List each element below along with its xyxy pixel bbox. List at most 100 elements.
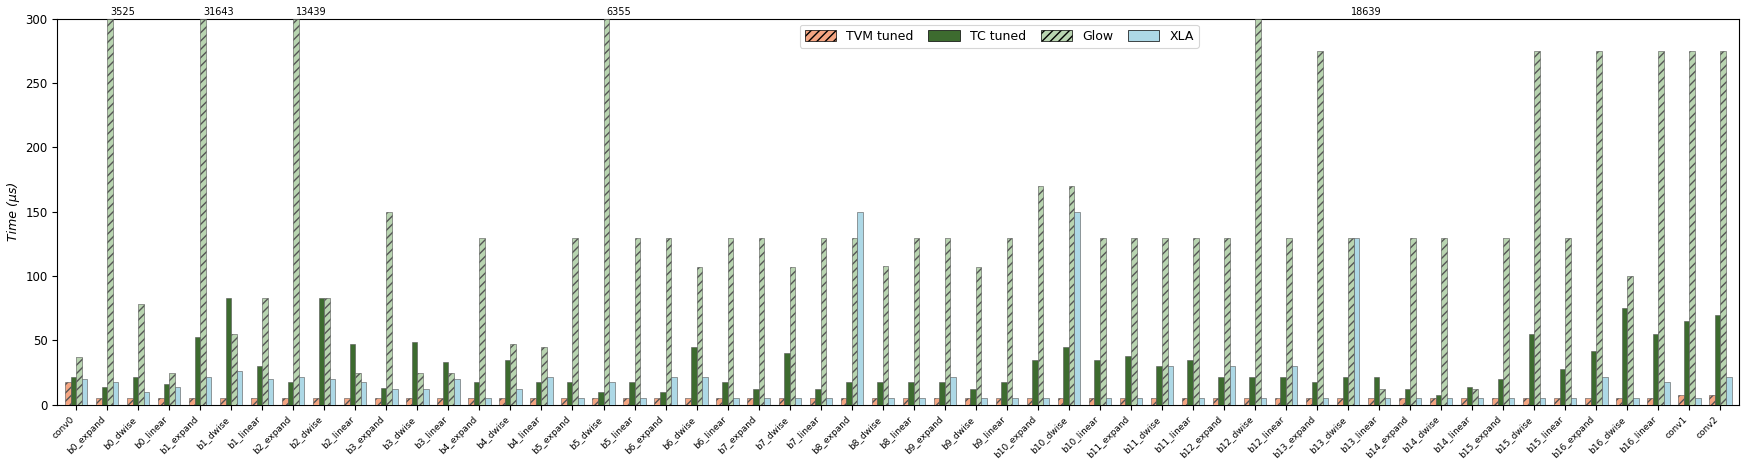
Bar — [1493, 398, 1498, 405]
Bar — [1566, 238, 1571, 405]
Bar — [597, 392, 604, 405]
Bar — [293, 19, 299, 405]
Bar — [747, 398, 753, 405]
Bar — [1323, 398, 1329, 405]
Bar — [194, 337, 201, 405]
Bar — [665, 238, 670, 405]
Bar — [1430, 398, 1435, 405]
Bar — [505, 360, 510, 405]
Bar — [361, 382, 367, 405]
Bar — [82, 379, 87, 405]
Bar — [1440, 238, 1447, 405]
Bar — [1379, 389, 1385, 405]
Bar — [1074, 212, 1081, 405]
Bar — [920, 398, 925, 405]
Bar — [1343, 376, 1348, 405]
Bar — [436, 398, 443, 405]
Bar — [1037, 186, 1044, 405]
Bar — [1224, 238, 1229, 405]
Legend: TVM tuned, TC tuned, Glow, XLA: TVM tuned, TC tuned, Glow, XLA — [800, 25, 1200, 48]
Bar — [1461, 398, 1467, 405]
Bar — [592, 398, 597, 405]
Bar — [945, 238, 950, 405]
Bar — [1032, 360, 1037, 405]
Bar — [1571, 398, 1577, 405]
Bar — [225, 298, 230, 405]
Bar — [578, 398, 583, 405]
Bar — [1374, 376, 1379, 405]
Bar — [138, 304, 143, 405]
Bar — [1385, 398, 1390, 405]
Bar — [1678, 395, 1683, 405]
Bar — [133, 376, 138, 405]
Y-axis label: Time (μs): Time (μs) — [7, 182, 19, 241]
Bar — [1690, 51, 1695, 405]
Bar — [349, 344, 356, 405]
Bar — [1316, 51, 1323, 405]
Bar — [412, 342, 417, 405]
Bar — [702, 376, 707, 405]
Bar — [1337, 398, 1343, 405]
Bar — [127, 398, 133, 405]
Bar — [1306, 398, 1311, 405]
Bar — [1261, 398, 1266, 405]
Bar — [1292, 366, 1297, 405]
Bar — [1467, 387, 1472, 405]
Bar — [220, 398, 225, 405]
Bar — [546, 376, 553, 405]
Bar — [1090, 398, 1095, 405]
Bar — [1095, 360, 1100, 405]
Bar — [468, 398, 473, 405]
Bar — [934, 398, 939, 405]
Bar — [257, 366, 262, 405]
Bar — [908, 382, 913, 405]
Bar — [1007, 238, 1013, 405]
Bar — [1617, 398, 1622, 405]
Bar — [77, 357, 82, 405]
Bar — [1105, 398, 1110, 405]
Bar — [1348, 238, 1353, 405]
Bar — [1353, 238, 1360, 405]
Bar — [517, 389, 522, 405]
Bar — [1720, 51, 1727, 405]
Bar — [1250, 376, 1255, 405]
Bar — [96, 398, 101, 405]
Bar — [623, 398, 629, 405]
Bar — [857, 212, 863, 405]
Bar — [201, 19, 206, 405]
Bar — [789, 267, 794, 405]
Bar — [981, 398, 986, 405]
Bar — [1622, 308, 1627, 405]
Bar — [1653, 334, 1659, 405]
Bar — [1027, 398, 1032, 405]
Bar — [560, 398, 567, 405]
Bar — [70, 376, 77, 405]
Bar — [655, 398, 660, 405]
Bar — [1044, 398, 1049, 405]
Text: 13439: 13439 — [297, 7, 327, 17]
Bar — [536, 382, 541, 405]
Bar — [1591, 351, 1596, 405]
Bar — [480, 238, 485, 405]
Bar — [175, 387, 180, 405]
Bar — [1683, 321, 1690, 405]
Bar — [1498, 379, 1503, 405]
Bar — [65, 382, 70, 405]
Bar — [267, 379, 274, 405]
Bar — [1554, 398, 1559, 405]
Bar — [1627, 276, 1633, 405]
Bar — [417, 373, 423, 405]
Bar — [386, 212, 391, 405]
Bar — [697, 267, 702, 405]
Bar — [1503, 238, 1509, 405]
Bar — [1585, 398, 1591, 405]
Bar — [1131, 238, 1137, 405]
Bar — [1275, 398, 1280, 405]
Bar — [1058, 398, 1063, 405]
Bar — [1255, 19, 1261, 405]
Bar — [1646, 398, 1653, 405]
Bar — [723, 382, 728, 405]
Bar — [871, 398, 876, 405]
Bar — [113, 382, 119, 405]
Bar — [691, 347, 697, 405]
